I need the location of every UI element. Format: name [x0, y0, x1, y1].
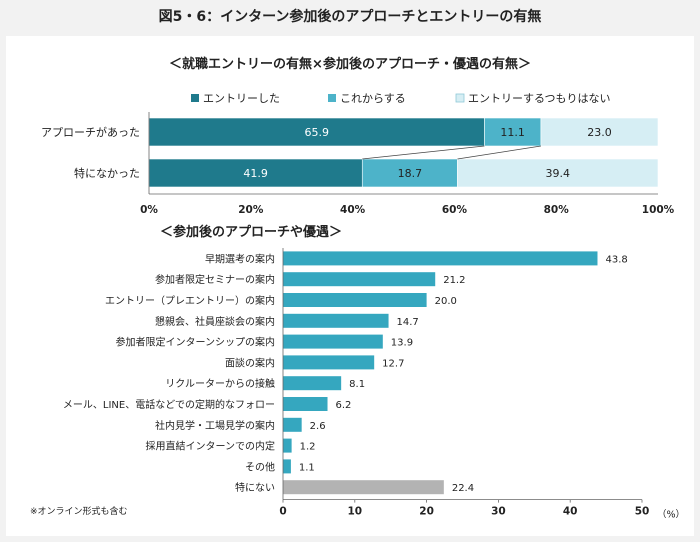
legend-swatch-0	[191, 94, 199, 102]
chart1-bar-segment	[148, 158, 363, 188]
chart1-tick-label: 80%	[544, 204, 570, 216]
chart2-tick-label: 50	[635, 506, 650, 518]
chart2-bar	[283, 272, 436, 287]
chart2-category-label: その他	[245, 460, 275, 473]
chart2-tick-label: 30	[491, 506, 506, 518]
chart2-category-label: 早期選考の案内	[205, 252, 275, 265]
legend-swatch-1	[328, 94, 336, 102]
chart2-category-label: 面談の案内	[225, 356, 275, 369]
chart1-title: ＜就職エントリーの有無×参加後のアプローチ・優遇の有無＞	[169, 56, 531, 72]
chart1-bar-segment	[484, 117, 542, 147]
chart2-data-label: 1.2	[300, 442, 316, 453]
legend-label-2: エントリーするつもりはない	[468, 92, 611, 105]
legend-label-1: これからする	[340, 92, 406, 105]
chart2-tick-label: 40	[563, 506, 578, 518]
chart2-category-label: 参加者限定セミナーの案内	[155, 273, 275, 286]
chart1-bar-segment	[148, 117, 485, 147]
chart1-tick-label: 20%	[238, 204, 264, 216]
chart2-category-label: エントリー（プレエントリー）の案内	[105, 294, 275, 307]
chart2-data-label: 20.0	[435, 296, 457, 307]
chart1-data-label: 11.1	[500, 126, 525, 139]
chart2-data-label: 21.2	[443, 275, 465, 286]
chart2-data-label: 12.7	[382, 358, 404, 369]
chart1-data-label: 23.0	[587, 126, 612, 139]
chart2-category-label: 採用直結インターンでの内定	[146, 440, 276, 453]
chart2-bar	[283, 438, 292, 453]
chart-canvas: ＜就職エントリーの有無×参加後のアプローチ・優遇の有無＞ エントリーした これからす…	[30, 56, 685, 521]
chart2-category-label: 懇親会、社員座談会の案内	[155, 315, 275, 328]
chart2-bar	[283, 355, 375, 370]
chart2-bar	[283, 313, 389, 328]
chart1-tick-label: 40%	[340, 204, 366, 216]
chart-panel: ＜就職エントリーの有無×参加後のアプローチ・優遇の有無＞ エントリーした これからす…	[6, 36, 694, 536]
chart2-data-label: 2.6	[310, 421, 326, 432]
chart2-bar	[283, 293, 427, 307]
chart2-data-label: 13.9	[391, 338, 413, 349]
chart2-bar	[283, 251, 598, 266]
chart2-tick-label: 20	[419, 506, 434, 518]
chart2-category-label: リクルーターからの接触	[165, 377, 275, 390]
chart1-data-label: 41.9	[243, 167, 268, 180]
chart1-category-label: 特になかった	[74, 166, 140, 180]
chart2-category-label: 社内見学・工場見学の案内	[155, 419, 275, 432]
chart2-data-label: 6.2	[336, 400, 352, 411]
chart2-tick-label: 10	[347, 506, 362, 518]
page-title: 図5・6：インターン参加後のアプローチとエントリーの有無	[158, 9, 542, 25]
chart1-data-label: 39.4	[545, 167, 570, 180]
chart1-tick-label: 0%	[140, 204, 158, 216]
chart1-bar-segment	[540, 117, 659, 147]
chart2-bar	[283, 397, 328, 411]
footnote: ※オンライン形式も含む	[30, 505, 128, 517]
chart1-data-label: 65.9	[304, 126, 329, 139]
chart2-bar	[283, 480, 444, 495]
chart2-unit-label: （%）	[657, 509, 685, 521]
chart1-tick-label: 60%	[442, 204, 468, 216]
chart2-data-label: 1.1	[299, 462, 315, 473]
chart1-category-label: アプローチがあった	[41, 125, 140, 139]
chart1-tick-label: 100%	[642, 204, 675, 216]
chart1-bar-segment	[361, 158, 458, 188]
chart2-data-label: 22.4	[452, 483, 474, 494]
chart2-bar	[283, 376, 342, 391]
chart2-bar	[283, 459, 291, 474]
chart1-data-label: 18.7	[398, 167, 423, 180]
chart2-category-label: メール、LINE、電話などでの定期的なフォロー	[63, 398, 275, 411]
chart1-bar-segment	[457, 158, 659, 188]
chart2-tick-label: 0	[279, 506, 286, 518]
legend-swatch-2	[455, 93, 465, 103]
chart2-bar	[283, 417, 302, 432]
chart2-data-label: 43.8	[605, 254, 627, 265]
chart2-data-label: 8.1	[349, 379, 365, 390]
chart2-title: ＜参加後のアプローチや優遇＞	[160, 224, 342, 240]
chart2-category-label: 参加者限定インターンシップの案内	[116, 336, 276, 349]
chart1-connector-line	[362, 145, 485, 160]
chart2-category-label: 特にない	[235, 482, 275, 494]
chart2-bar	[283, 334, 383, 349]
chart2-data-label: 14.7	[397, 317, 419, 328]
chart1-connector-line	[457, 145, 541, 160]
legend-label-0: エントリーした	[203, 92, 280, 105]
